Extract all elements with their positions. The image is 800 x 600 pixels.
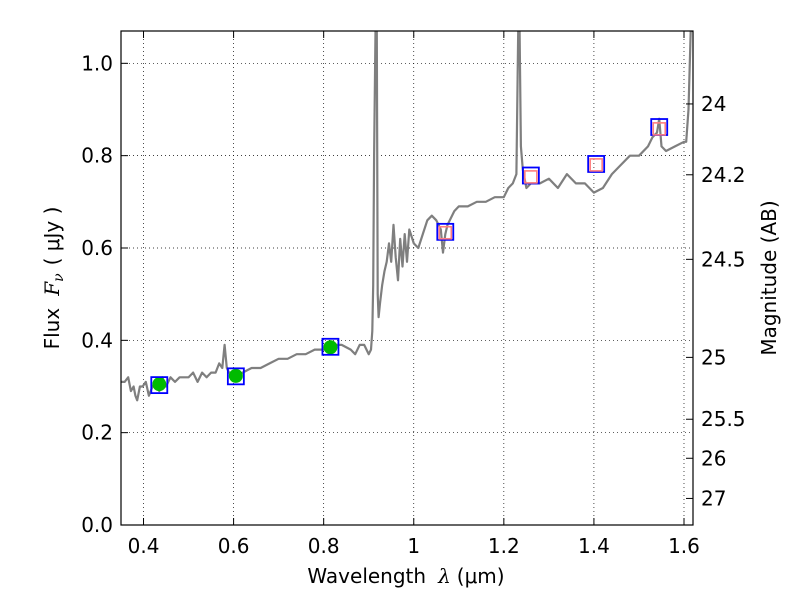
x-tick-label: 0.6 (218, 534, 250, 558)
plot-area (121, 31, 693, 402)
x-axis-title: Wavelength λ (μm) (307, 564, 504, 588)
axis-ticks: 0.4 0.6 0.8 1 1.2 1.4 1.6 0.0 0.2 0.4 0.6 0.8 1.0 24 2… (81, 31, 746, 558)
observed-point (228, 368, 243, 383)
model-photometry-square (226, 367, 245, 386)
model-photometry-square (587, 155, 606, 173)
y2-tick-label: 24.2 (701, 163, 746, 187)
spectrum-line (121, 31, 693, 402)
y2-tick-label: 26 (701, 446, 726, 470)
model-photometry-square (321, 337, 340, 356)
y-tick-label: 0.4 (81, 328, 113, 352)
predicted-flux-square (438, 225, 453, 240)
y-tick-label: 0.0 (81, 513, 113, 537)
y2-tick-label: 24 (701, 92, 726, 116)
y2-tick-label: 25.5 (701, 407, 746, 431)
y-axis-title: FluxFν( μJy ) (40, 207, 67, 350)
plot-frame (120, 30, 694, 526)
x-tick-label: 1.4 (578, 534, 610, 558)
predicted-flux-square (652, 122, 667, 136)
predicted-flux-square (524, 170, 538, 184)
y2-tick-label: 27 (701, 486, 726, 510)
y-tick-label: 1.0 (81, 51, 113, 75)
y-tick-label: 0.8 (81, 144, 113, 168)
observed-point (152, 377, 167, 392)
model-photometry-square (436, 222, 455, 241)
y-tick-label: 0.2 (81, 421, 113, 445)
y2-tick-label: 24.5 (701, 247, 746, 271)
y2-tick-label: 25 (701, 345, 726, 369)
y2-axis-title: Magnitude (AB) (757, 200, 781, 355)
predicted-flux-square (589, 158, 603, 172)
y-tick-label: 0.6 (81, 236, 113, 260)
x-tick-label: 0.4 (128, 534, 160, 558)
x-tick-label: 1.2 (488, 534, 520, 558)
model-photometry-square (150, 376, 169, 395)
x-tick-label: 1.6 (668, 534, 700, 558)
x-tick-label: 1 (407, 534, 420, 558)
observed-point (323, 340, 338, 355)
x-tick-label: 0.8 (308, 534, 340, 558)
